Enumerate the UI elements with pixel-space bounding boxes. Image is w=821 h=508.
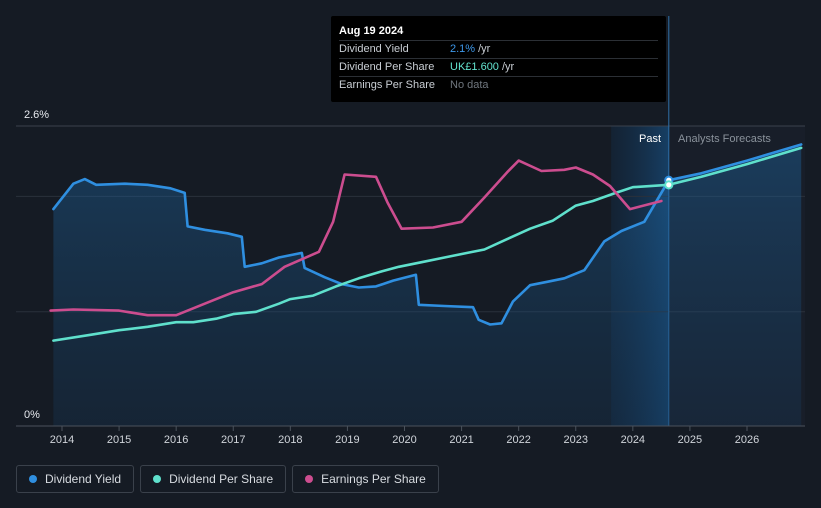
dividend-per-share-marker	[664, 180, 674, 190]
x-tick-label: 2019	[335, 434, 359, 446]
legend-earnings-per-share[interactable]: Earnings Per Share	[292, 465, 439, 493]
tooltip-date: Aug 19 2024	[339, 25, 404, 37]
past-label: Past	[639, 133, 661, 145]
x-tick-label: 2014	[50, 434, 74, 446]
dividend-yield-area	[53, 144, 802, 426]
legend-label: Dividend Per Share	[169, 472, 274, 486]
tooltip-unit: /yr	[501, 61, 515, 73]
tooltip-row-eps: Earnings Per Share No data	[339, 76, 658, 94]
legend-label: Earnings Per Share	[321, 472, 426, 486]
legend-dividend-yield[interactable]: Dividend Yield	[16, 465, 135, 493]
chart-tooltip: Aug 19 2024 Dividend Yield 2.1%/yr Divid…	[331, 16, 666, 102]
x-tick-label: 2015	[107, 434, 131, 446]
x-tick-label: 2021	[449, 434, 473, 446]
x-tick-label: 2026	[735, 434, 759, 446]
y-tick-top: 2.6%	[24, 109, 49, 121]
tooltip-label: Dividend Per Share	[339, 61, 435, 73]
x-tick-label: 2024	[621, 434, 645, 446]
legend-label: Dividend Yield	[45, 472, 122, 486]
legend-dot-icon	[29, 475, 37, 483]
tooltip-row-yield: Dividend Yield 2.1%/yr	[339, 40, 658, 58]
x-tick-label: 2017	[221, 434, 245, 446]
dividend-chart: 2014 2015 2016 2017 2018 2019 2020 2021 2022 2023…	[16, 16, 805, 446]
tooltip-value: UK£1.600	[450, 61, 499, 73]
earnings-per-share-line	[49, 159, 663, 317]
x-tick-label: 2016	[164, 434, 188, 446]
legend-dividend-per-share[interactable]: Dividend Per Share	[140, 465, 287, 493]
legend-dot-icon	[153, 475, 162, 483]
tooltip-unit: /yr	[478, 43, 491, 55]
tooltip-label: Dividend Yield	[339, 43, 409, 55]
x-tick-label: 2018	[278, 434, 302, 446]
legend-dot-icon	[305, 475, 314, 483]
dividend-yield-line	[52, 143, 803, 326]
tooltip-label: Earnings Per Share	[339, 79, 435, 91]
forecast-label: Analysts Forecasts	[678, 133, 771, 145]
tooltip-row-dps: Dividend Per Share UK£1.600/yr	[339, 58, 658, 76]
x-tick-label: 2022	[506, 434, 530, 446]
x-tick-label: 2025	[678, 434, 702, 446]
tooltip-value: 2.1%	[450, 43, 476, 55]
x-tick-label: 2020	[392, 434, 416, 446]
y-tick-zero: 0%	[24, 409, 40, 421]
x-tick-label: 2023	[564, 434, 588, 446]
tooltip-value: No data	[450, 79, 489, 91]
chart-legend: Dividend Yield Dividend Per Share Earnin…	[16, 465, 439, 493]
